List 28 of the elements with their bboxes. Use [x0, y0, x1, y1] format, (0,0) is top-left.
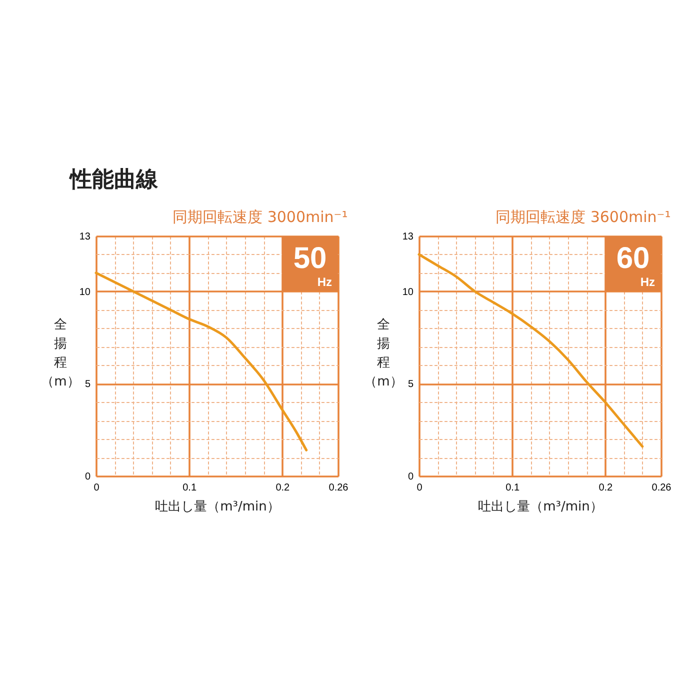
- y-axis-title: 全揚程（m）: [364, 318, 403, 390]
- x-tick-label: 0.2: [276, 482, 290, 494]
- annotation: Hz: [640, 275, 655, 290]
- x-axis-title: 吐出し量（m³/min）: [155, 500, 280, 514]
- y-axis-title: 全揚程（m）: [41, 318, 80, 390]
- annotation: Hz: [317, 275, 332, 290]
- chart-subtitle: 同期回転速度 3000min⁻¹: [172, 208, 348, 226]
- y-tick-label: 13: [79, 232, 91, 242]
- y-tick-label: 10: [402, 286, 414, 298]
- chart-title: 性能曲線: [68, 168, 160, 192]
- x-tick-label: 0.26: [328, 482, 349, 494]
- x-tick-label: 0.26: [652, 482, 672, 494]
- x-tick-label: 0.2: [598, 482, 614, 494]
- annotation: 50: [293, 242, 327, 276]
- line-series: [94, 272, 308, 452]
- y-tick-label: 0: [408, 472, 414, 482]
- x-tick-label: 0.1: [506, 482, 520, 494]
- y-tick-label: 5: [408, 379, 414, 390]
- y-tick-label: 0: [84, 472, 91, 482]
- x-tick-label: 0: [416, 482, 423, 494]
- y-tick-label: 13: [402, 232, 414, 242]
- y-tick-label: 10: [79, 286, 91, 298]
- x-tick-label: 0.1: [182, 482, 197, 494]
- annotation: 60: [616, 242, 650, 276]
- x-axis-title: 吐出し量（m³/min）: [478, 500, 603, 514]
- y-tick-label: 5: [84, 379, 91, 390]
- x-tick-label: 0: [94, 482, 100, 494]
- chart-subtitle: 同期回転速度 3600min⁻¹: [496, 208, 671, 226]
